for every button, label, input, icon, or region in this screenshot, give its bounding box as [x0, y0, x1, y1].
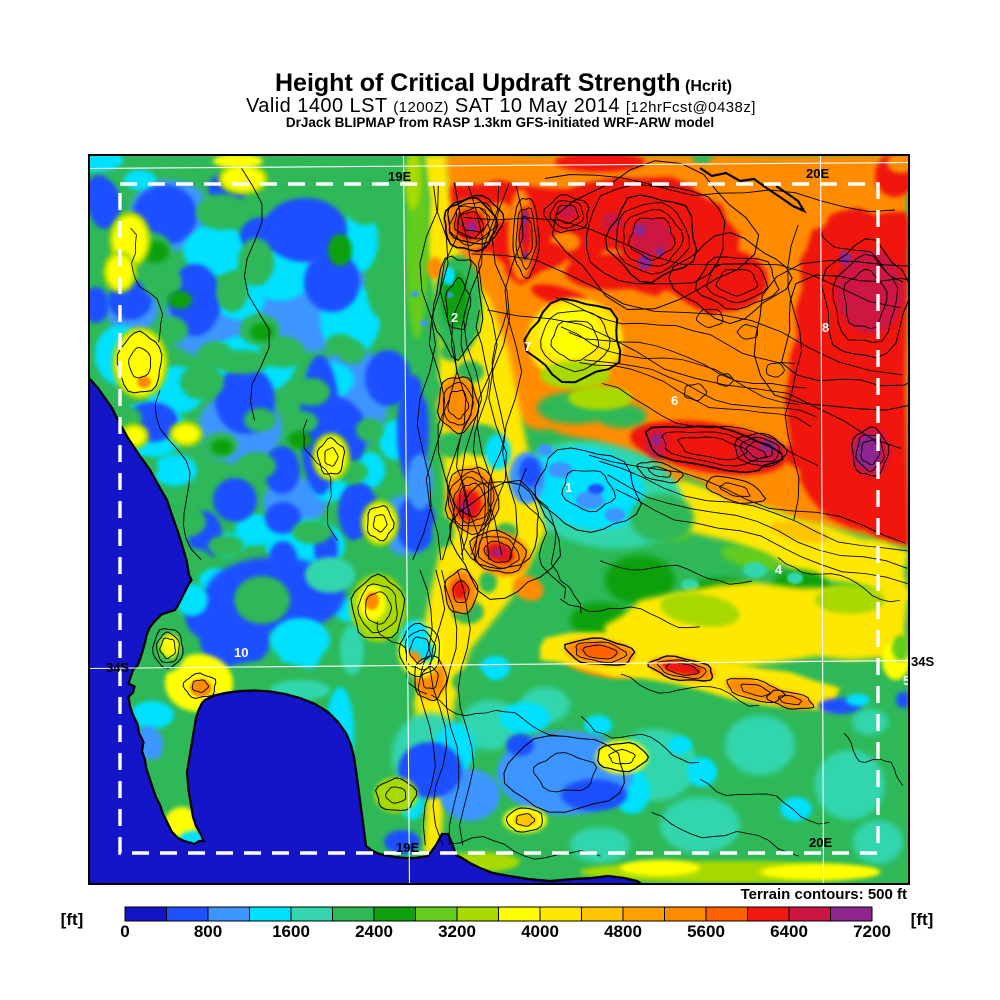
svg-text:6: 6: [671, 393, 678, 408]
svg-text:1: 1: [565, 480, 572, 495]
svg-text:5600: 5600: [687, 922, 725, 941]
svg-text:7: 7: [524, 339, 531, 354]
svg-text:20E: 20E: [806, 166, 829, 181]
svg-text:19E: 19E: [388, 169, 411, 184]
svg-text:800: 800: [194, 922, 222, 941]
svg-text:3200: 3200: [438, 922, 476, 941]
svg-text:5: 5: [903, 673, 910, 688]
svg-text:19E: 19E: [396, 840, 419, 855]
svg-text:4800: 4800: [604, 922, 642, 941]
svg-text:8: 8: [822, 320, 829, 335]
svg-text:0: 0: [120, 922, 129, 941]
svg-text:2400: 2400: [355, 922, 393, 941]
svg-text:DrJack BLIPMAP from RASP 1.3km: DrJack BLIPMAP from RASP 1.3km GFS-initi…: [286, 115, 714, 130]
svg-text:10: 10: [234, 645, 248, 660]
svg-text:6400: 6400: [770, 922, 808, 941]
svg-text:7200: 7200: [853, 922, 891, 941]
svg-text:1600: 1600: [272, 922, 310, 941]
svg-text:[ft]: [ft]: [911, 910, 934, 929]
svg-text:34S: 34S: [911, 654, 934, 669]
svg-text:34S: 34S: [106, 660, 129, 675]
svg-text:[ft]: [ft]: [61, 910, 84, 929]
svg-text:2: 2: [451, 310, 458, 325]
svg-text:Height of Critical Updraft Str: Height of Critical Updraft Strength (Hcr…: [275, 69, 732, 97]
svg-text:Valid 1400 LST (1200Z) SAT 10: Valid 1400 LST (1200Z) SAT 10 May 2014 […: [246, 95, 756, 117]
svg-text:Terrain contours: 500 ft: Terrain contours: 500 ft: [741, 886, 907, 903]
svg-text:20E: 20E: [809, 835, 832, 850]
svg-text:4000: 4000: [521, 922, 559, 941]
svg-text:4: 4: [775, 562, 783, 577]
